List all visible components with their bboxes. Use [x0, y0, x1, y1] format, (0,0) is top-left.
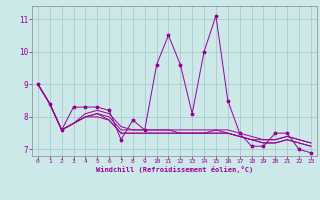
X-axis label: Windchill (Refroidissement éolien,°C): Windchill (Refroidissement éolien,°C) [96, 166, 253, 173]
